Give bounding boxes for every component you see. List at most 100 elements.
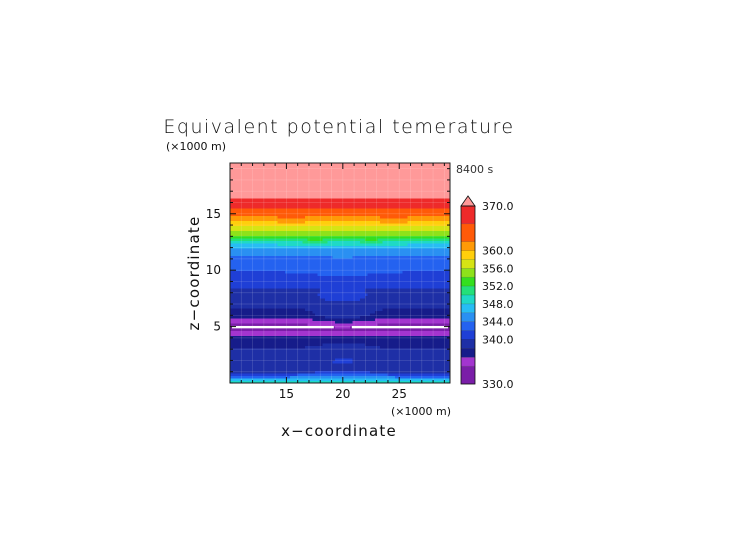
heatmap-cell <box>287 360 291 364</box>
heatmap-cell <box>422 270 426 274</box>
heatmap-cell <box>260 318 264 322</box>
heatmap-cell <box>240 293 244 297</box>
heatmap-cell <box>267 268 271 272</box>
heatmap-cell <box>412 373 416 377</box>
heatmap-cell <box>447 263 450 267</box>
heatmap-cell <box>230 340 234 344</box>
heatmap-cell <box>412 285 416 289</box>
heatmap-cell <box>430 330 434 334</box>
heatmap-cell <box>437 368 441 372</box>
heatmap-cell <box>345 310 349 314</box>
heatmap-cell <box>312 313 316 317</box>
heatmap-cell <box>245 315 249 319</box>
heatmap-cell <box>305 305 309 309</box>
heatmap-cell <box>412 343 416 347</box>
heatmap-cell <box>275 270 279 274</box>
heatmap-cell <box>425 255 429 259</box>
heatmap-cell <box>252 363 256 367</box>
heatmap-cell <box>295 308 299 312</box>
heatmap-cell <box>442 308 446 312</box>
heatmap-cell <box>407 250 411 254</box>
heatmap-cell <box>310 298 314 302</box>
heatmap-cell <box>385 298 389 302</box>
heatmap-cell <box>375 313 379 317</box>
heatmap-cell <box>440 280 444 284</box>
heatmap-cell <box>357 365 361 369</box>
heatmap-cell <box>430 355 434 359</box>
heatmap-cell <box>280 375 284 379</box>
heatmap-cell <box>290 368 294 372</box>
heatmap-cell <box>272 290 276 294</box>
heatmap-cell <box>320 323 324 327</box>
heatmap-cell <box>312 358 316 362</box>
heatmap-cell <box>245 375 249 379</box>
heatmap-cell <box>245 363 249 367</box>
heatmap-cell <box>257 255 261 259</box>
heatmap-cell <box>445 313 449 317</box>
heatmap-cell <box>390 265 394 269</box>
heatmap-cell <box>267 248 271 252</box>
heatmap-cell <box>362 245 366 249</box>
heatmap-cell <box>285 243 289 247</box>
heatmap-cell <box>315 268 319 272</box>
heatmap-cell <box>235 260 239 264</box>
heatmap-cell <box>235 300 239 304</box>
heatmap-cell <box>352 328 356 332</box>
heatmap-cell <box>315 288 319 292</box>
heatmap-cell <box>342 360 346 364</box>
heatmap-cell <box>430 253 434 257</box>
heatmap-cell <box>270 333 274 337</box>
heatmap-cell <box>280 258 284 262</box>
heatmap-cell <box>402 293 406 297</box>
heatmap-cell <box>265 373 269 377</box>
heatmap-cell <box>300 330 304 334</box>
heatmap-cell <box>325 350 329 354</box>
heatmap-cell <box>320 315 324 319</box>
heatmap-cell <box>362 320 366 324</box>
heatmap-cell <box>272 363 276 367</box>
heatmap-cell <box>257 258 261 262</box>
heatmap-cell <box>280 358 284 362</box>
heatmap-cell <box>317 275 321 279</box>
heatmap-cell <box>435 310 439 314</box>
heatmap-cell <box>237 273 241 277</box>
heatmap-cell <box>232 370 236 374</box>
heatmap-cell <box>440 335 444 339</box>
heatmap-cell <box>335 373 339 377</box>
heatmap-cell <box>262 363 266 367</box>
heatmap-cell <box>247 368 251 372</box>
heatmap-cell <box>230 323 234 327</box>
heatmap-cell <box>250 260 254 264</box>
heatmap-cell <box>422 288 426 292</box>
heatmap-cell <box>327 273 331 277</box>
heatmap-cell <box>330 268 334 272</box>
heatmap-cell <box>415 343 419 347</box>
heatmap-cell <box>372 370 376 374</box>
heatmap-cell <box>247 350 251 354</box>
heatmap-cell <box>427 273 431 277</box>
heatmap-cell <box>305 318 309 322</box>
heatmap-cell <box>260 300 264 304</box>
heatmap-cell <box>242 250 246 254</box>
heatmap-cell <box>265 365 269 369</box>
heatmap-cell <box>342 330 346 334</box>
heatmap-cell <box>345 370 349 374</box>
heatmap-cell <box>280 245 284 249</box>
heatmap-cell <box>337 348 341 352</box>
heatmap-cell <box>415 293 419 297</box>
heatmap-cell <box>337 273 341 277</box>
heatmap-cell <box>302 268 306 272</box>
heatmap-cell <box>355 373 359 377</box>
heatmap-cell <box>402 298 406 302</box>
heatmap-cell <box>387 288 391 292</box>
heatmap-cell <box>442 275 446 279</box>
heatmap-cell <box>277 333 281 337</box>
heatmap-cell <box>327 320 331 324</box>
heatmap-cell <box>400 335 404 339</box>
heatmap-cell <box>390 370 394 374</box>
heatmap-cell <box>422 253 426 257</box>
heatmap-cell <box>335 343 339 347</box>
heatmap-cell <box>300 263 304 267</box>
heatmap-cell <box>375 270 379 274</box>
heatmap-cell <box>350 338 354 342</box>
